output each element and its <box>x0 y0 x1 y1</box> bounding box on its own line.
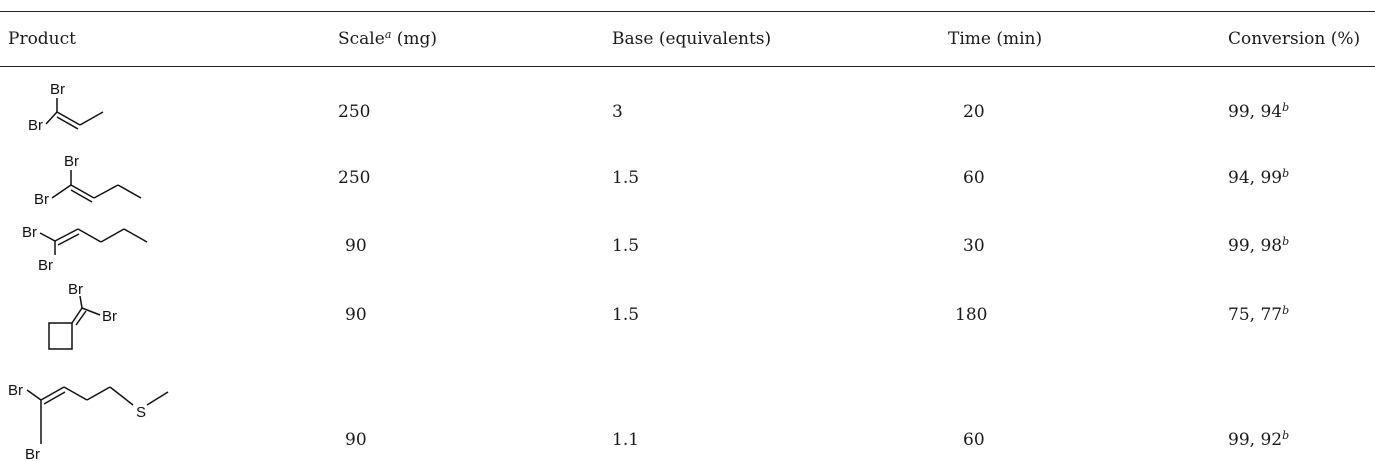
header-conversion: Conversion (%) <box>1228 29 1361 49</box>
table-top-rule <box>0 11 1375 12</box>
svg-text:Br: Br <box>102 308 117 325</box>
row-2-conversion: 94, 99b <box>1228 167 1290 188</box>
row-2-base: 1.5 <box>612 168 640 188</box>
row-5-scale: 90 <box>345 430 367 450</box>
row-4-time: 180 <box>955 305 988 325</box>
row-5-conversion: 99, 92b <box>1228 429 1290 450</box>
header-base: Base (equivalents) <box>612 29 772 49</box>
row-3-conversion: 99, 98b <box>1228 235 1290 256</box>
svg-text:Br: Br <box>64 153 79 170</box>
row-1-base: 3 <box>612 102 623 122</box>
row-5-time: 60 <box>963 430 985 450</box>
svg-text:Br: Br <box>22 224 37 241</box>
header-time: Time (min) <box>948 29 1043 49</box>
row-1-scale: 250 <box>338 102 371 122</box>
product-structure-5: Br Br S <box>8 382 169 461</box>
svg-text:Br: Br <box>28 117 43 134</box>
product-structure-2: Br Br <box>34 153 142 208</box>
table-header-rule <box>0 66 1375 67</box>
row-3-scale: 90 <box>345 236 367 256</box>
svg-text:Br: Br <box>68 281 83 298</box>
row-2-time: 60 <box>963 168 985 188</box>
svg-text:S: S <box>136 404 146 421</box>
svg-text:Br: Br <box>25 446 40 461</box>
header-product: Product <box>8 29 76 49</box>
row-3-base: 1.5 <box>612 236 640 256</box>
row-4-conversion: 75, 77b <box>1228 304 1290 325</box>
row-4-scale: 90 <box>345 305 367 325</box>
svg-text:Br: Br <box>50 81 65 98</box>
row-1-conversion: 99, 94b <box>1228 101 1290 122</box>
svg-text:Br: Br <box>38 257 53 274</box>
product-structure-4: Br Br <box>48 281 117 350</box>
row-4-base: 1.5 <box>612 305 640 325</box>
header-scale: Scalea (mg) <box>338 28 438 49</box>
product-structure-1: Br Br <box>28 81 104 134</box>
row-1-time: 20 <box>963 102 985 122</box>
product-structure-3: Br Br <box>22 224 148 274</box>
row-3-time: 30 <box>963 236 985 256</box>
row-2-scale: 250 <box>338 168 371 188</box>
row-5-base: 1.1 <box>612 430 640 450</box>
svg-text:Br: Br <box>8 382 23 399</box>
svg-text:Br: Br <box>34 191 49 208</box>
